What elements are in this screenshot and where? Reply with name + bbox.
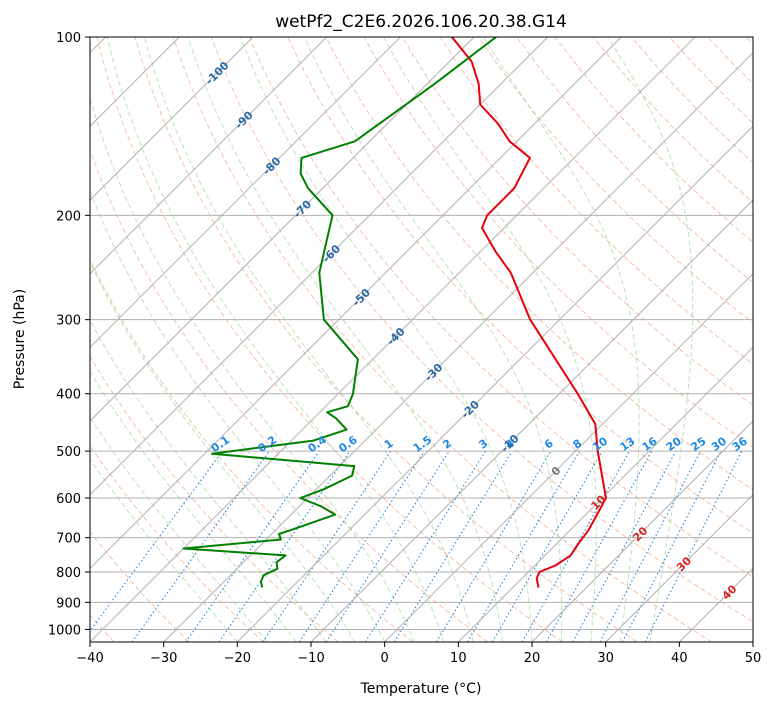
- y-axis-label: Pressure (hPa): [12, 289, 28, 389]
- moist-adiabat: [90, 416, 268, 642]
- y-tick-label: 900: [56, 596, 81, 611]
- dry-adiabat: [172, 37, 712, 642]
- mixing-ratio-line: [185, 450, 320, 642]
- dry-adiabat: [210, 37, 753, 623]
- mixing-ratio-line: [364, 450, 486, 642]
- y-tick-label: 100: [56, 31, 81, 46]
- mixing-ratio-line: [393, 450, 513, 642]
- moist-adiabat: [90, 260, 356, 642]
- dry-adiabat: [96, 37, 563, 642]
- plot-frame: [89, 36, 754, 643]
- x-tick-label: −10: [297, 651, 324, 666]
- x-tick-label: −40: [76, 651, 103, 666]
- y-tick-label: 700: [56, 532, 81, 547]
- chart-title: wetPf2_C2E6.2026.106.20.38.G14: [275, 12, 567, 32]
- isotherm-line: [531, 420, 753, 642]
- isotherm-line: [90, 37, 622, 570]
- mixing-ratio-line: [435, 450, 552, 642]
- isotherm-line: [90, 37, 254, 201]
- x-tick-label: 0: [381, 651, 389, 666]
- y-tick-label: 400: [56, 388, 81, 403]
- y-tick-label: 800: [56, 566, 81, 581]
- y-tick-label: 1000: [48, 623, 81, 638]
- dry-adiabat: [90, 531, 190, 642]
- y-tick-label: 500: [56, 445, 81, 460]
- moist-adiabat: [187, 37, 503, 642]
- y-tick-label: 600: [56, 492, 81, 507]
- x-tick-label: −30: [150, 651, 177, 666]
- dry-adiabat: [325, 37, 753, 491]
- y-tick-label: 300: [56, 314, 81, 329]
- isotherm-line: [457, 346, 753, 642]
- mixing-ratio-line: [467, 450, 580, 642]
- x-tick-label: 50: [745, 651, 762, 666]
- dry-adiabat: [90, 355, 339, 642]
- moist-adiabat: [482, 37, 640, 642]
- isotherm-line: [384, 272, 753, 642]
- x-tick-label: 40: [671, 651, 688, 666]
- x-axis: −40 −30 −20 −10 0 10 20 30 40 50: [76, 642, 761, 666]
- isotherm-line: [90, 37, 696, 642]
- isotherm-line: [90, 37, 401, 349]
- y-axis: 1000 900 800 700 600 500 400 300 200 100: [48, 31, 90, 638]
- background-lines: [90, 37, 753, 642]
- moist-adiabat: [90, 458, 238, 642]
- x-tick-label: 30: [597, 651, 614, 666]
- isotherm-line: [90, 37, 549, 496]
- moist-adiabat: [90, 319, 327, 642]
- mixing-ratio-line: [491, 450, 603, 642]
- dry-adiabat: [90, 148, 488, 642]
- moist-adiabat: [239, 37, 533, 642]
- moist-adiabat: [607, 37, 694, 642]
- x-tick-label: 10: [450, 651, 467, 666]
- dry-adiabat: [401, 37, 753, 406]
- isotherm-line: [236, 125, 753, 642]
- isotherm-line: [605, 493, 753, 642]
- isotherm-line: [90, 37, 475, 422]
- x-axis-label: Temperature (°C): [360, 681, 482, 697]
- dry-adiabat: [134, 37, 638, 642]
- x-tick-label: −20: [224, 651, 251, 666]
- dry-adiabat: [439, 37, 753, 365]
- temperature-profile: [451, 37, 607, 588]
- profile-lines: [182, 37, 607, 588]
- dry-adiabat: [90, 445, 264, 642]
- y-tick-label: 200: [56, 209, 81, 224]
- x-tick-label: 20: [524, 651, 541, 666]
- dry-adiabat: [516, 37, 753, 284]
- dewpoint-profile: [182, 37, 497, 588]
- moist-adiabat: [90, 189, 386, 642]
- isotherm-line: [90, 37, 328, 275]
- moist-adiabat: [303, 37, 563, 642]
- moist-adiabat: [106, 37, 445, 642]
- isotherm-line: [310, 199, 753, 642]
- mixing-ratio-line: [521, 450, 630, 642]
- mixing-ratio-line: [325, 450, 450, 642]
- mixing-ratio-line: [218, 450, 351, 642]
- mixing-ratio-line: [572, 450, 677, 642]
- dry-adiabat: [249, 37, 753, 578]
- moist-adiabat: [383, 37, 597, 642]
